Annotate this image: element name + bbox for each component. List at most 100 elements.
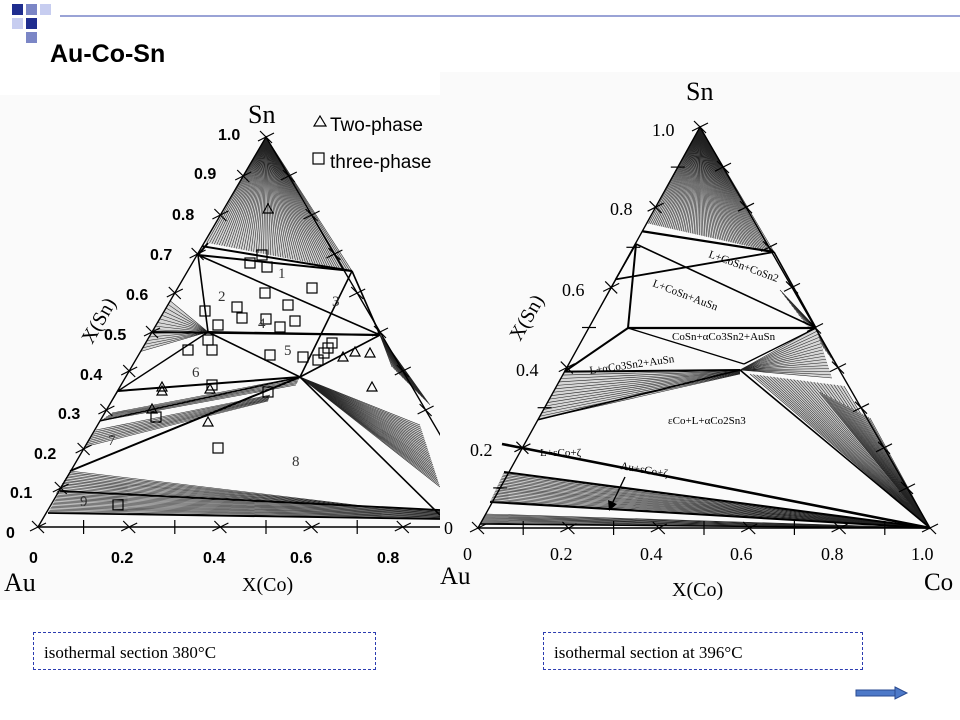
- boundary-line: [197, 254, 353, 272]
- axis-tick: [785, 280, 799, 294]
- tie-line: [50, 507, 440, 518]
- three-phase-marker: [264, 349, 276, 361]
- tie-line: [651, 126, 701, 225]
- tie-line: [769, 376, 931, 529]
- tie-line: [265, 136, 308, 263]
- tie-line: [161, 315, 209, 333]
- tie-line: [699, 126, 706, 237]
- axis-tick: [327, 247, 341, 261]
- axis-tick: [471, 521, 485, 535]
- phase-label: L+CoSn+CoSn2: [707, 249, 780, 285]
- axis-tick: [305, 520, 319, 534]
- tie-line: [236, 136, 267, 249]
- tie-line: [238, 136, 267, 250]
- slide-decoration: [12, 4, 51, 43]
- boundary-line: [489, 501, 931, 529]
- tie-line: [699, 126, 727, 242]
- two-phase-marker: [348, 345, 362, 357]
- axis-tick: [77, 442, 91, 456]
- tie-line: [231, 136, 267, 248]
- tick-label: 0: [463, 544, 472, 564]
- tie-line: [739, 358, 827, 371]
- tie-line: [216, 136, 267, 245]
- tie-line: [223, 136, 267, 247]
- phase-label: L+εCo+ζ: [540, 447, 582, 459]
- axis-tick: [739, 200, 753, 214]
- tie-line: [265, 136, 284, 258]
- tie-line: [739, 352, 825, 371]
- tie-line: [670, 126, 701, 229]
- tie-line: [780, 377, 931, 529]
- axis-tick: [305, 208, 319, 222]
- arrow-right-icon[interactable]: [855, 686, 909, 700]
- tie-line: [265, 136, 304, 262]
- tie-line: [759, 375, 931, 529]
- tick-label: 0.9: [194, 166, 216, 183]
- axis-tick: [693, 120, 707, 134]
- phase-label: εCo+L+αCo2Sn3: [668, 415, 746, 427]
- tie-line: [226, 136, 267, 247]
- tie-line: [677, 126, 701, 231]
- tie-line: [299, 376, 424, 437]
- axis-tick: [561, 521, 575, 535]
- tie-line: [693, 126, 701, 234]
- three-phase-marker: [244, 257, 256, 269]
- tie-line: [739, 368, 830, 371]
- tie-line: [783, 378, 931, 529]
- tie-line: [140, 331, 209, 352]
- tie-line: [265, 136, 277, 257]
- ternary-diagram-380: Sn Au X(Sn) X(Co) 1.0 0.9 0.8 0.7 0.6 0.…: [0, 95, 440, 600]
- axis-label-bottom: X(Co): [242, 574, 293, 596]
- axis-tick: [833, 521, 847, 535]
- tie-line: [739, 369, 833, 379]
- three-phase-marker: [112, 499, 124, 511]
- tie-line: [653, 126, 701, 226]
- tick-label: 0: [444, 518, 453, 538]
- tie-line: [218, 136, 267, 246]
- tie-line: [159, 318, 209, 333]
- tie-line: [659, 126, 701, 227]
- tie-line: [555, 371, 741, 390]
- tie-line: [265, 136, 333, 268]
- tie-line: [265, 136, 313, 264]
- boundary-line: [197, 254, 381, 336]
- axis-tick: [808, 321, 822, 334]
- tie-line: [265, 136, 326, 266]
- apex-label-left: Au: [4, 568, 36, 597]
- tie-line: [53, 501, 440, 515]
- tie-line-fans: [47, 136, 440, 520]
- boundary-line: [503, 471, 931, 529]
- tick-label: 0.8: [821, 544, 844, 564]
- three-phase-marker: [312, 354, 324, 366]
- axis-label-bottom: X(Co): [672, 579, 723, 600]
- tie-line: [739, 355, 826, 371]
- tie-line: [673, 126, 701, 230]
- legend: Two-phase three-phase: [312, 114, 431, 173]
- two-phase-marker: [145, 402, 159, 414]
- three-phase-marker: [274, 321, 286, 333]
- tie-line: [699, 126, 726, 241]
- tie-line: [657, 126, 701, 226]
- tie-line: [739, 349, 824, 371]
- boundary-line: [69, 376, 301, 472]
- axis-tick: [396, 364, 410, 378]
- tie-line: [739, 369, 831, 373]
- tick-label: 0.2: [111, 550, 133, 567]
- three-phase-marker: [212, 319, 224, 331]
- tie-line: [688, 126, 701, 233]
- tick-label: 0.2: [550, 544, 573, 564]
- tick-label: 0.4: [203, 550, 225, 567]
- tie-line: [699, 126, 702, 236]
- tie-line: [255, 136, 267, 253]
- tie-line: [803, 380, 931, 529]
- tie-line: [89, 397, 270, 439]
- tie-line: [299, 376, 423, 435]
- boundary-line: [299, 376, 440, 516]
- region-label: 2: [218, 289, 226, 305]
- tie-line: [671, 126, 701, 230]
- apex-label-left: Au: [440, 563, 471, 590]
- tie-line: [739, 334, 819, 371]
- three-phase-marker: [182, 344, 194, 356]
- ternary-diagram-380-svg: Sn Au X(Sn) X(Co) 1.0 0.9 0.8 0.7 0.6 0.…: [4, 100, 440, 597]
- tie-line: [666, 126, 701, 228]
